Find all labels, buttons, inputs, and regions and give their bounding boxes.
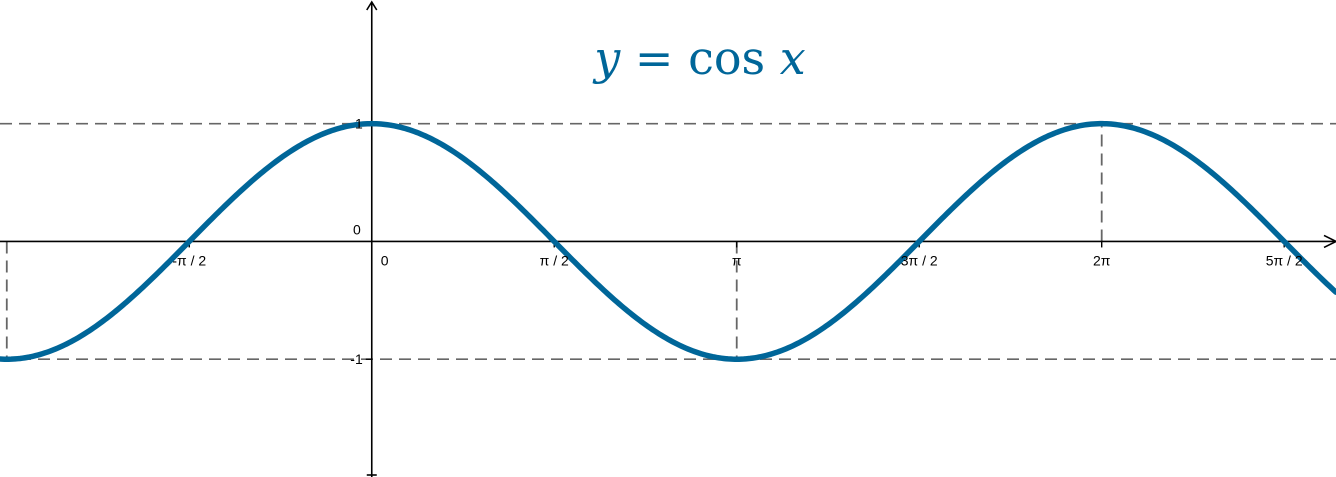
origin-label: 0 [353, 221, 361, 237]
curve-group [0, 120, 1336, 362]
y-tick-label-1: -1 [350, 351, 363, 367]
x-tick-label-4: 3π / 2 [901, 252, 938, 268]
x-tick-label-1: 0 [381, 252, 389, 268]
x-tick-label-2: π / 2 [540, 252, 569, 268]
title-lhs: y [592, 31, 621, 85]
tick-labels: -π / 2 0 π / 2 π 3π / 2 2π 5π / 2 1 -1 0 [172, 116, 1302, 368]
chart-title: y = cos x [592, 31, 806, 85]
title-arg: x [780, 31, 806, 85]
cos-curve [0, 120, 1336, 362]
y-axis-arrow-up [366, 0, 378, 11]
x-axis-arrow-right [1323, 234, 1336, 249]
title-eq: = [620, 31, 688, 85]
y-tick-label-0: 1 [355, 116, 363, 132]
x-tick-label-3: π [732, 252, 742, 268]
x-tick-label-6: 5π / 2 [1266, 252, 1303, 268]
x-tick-label-5: 2π [1093, 252, 1111, 268]
title-space [765, 31, 780, 85]
title-fn: cos [688, 31, 765, 85]
x-tick-label-0: -π / 2 [172, 252, 206, 268]
